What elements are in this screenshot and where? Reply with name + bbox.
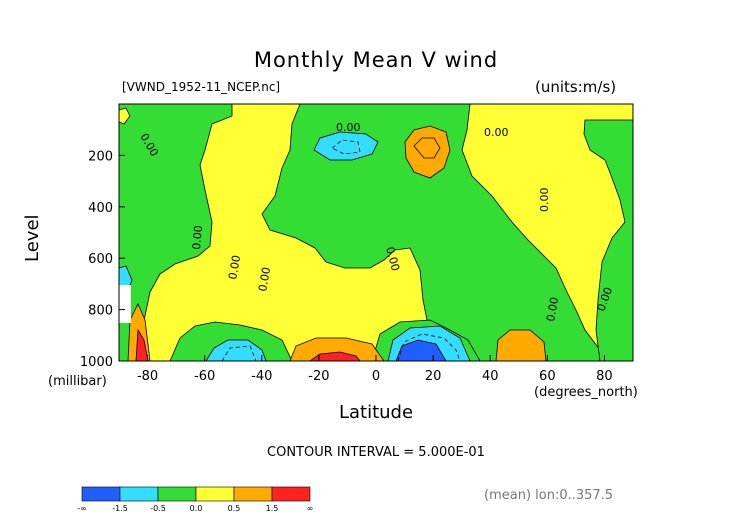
colorbar-label: -0.5 <box>150 504 166 513</box>
x-tick-label: -20 <box>308 369 329 384</box>
file-label: [VWND_1952-11_NCEP.nc] <box>122 80 281 94</box>
field-red-left-edge <box>135 328 149 361</box>
x-axis-ticks: -80 -60 -40 -20 0 20 40 60 80 <box>137 355 613 384</box>
colorbar-swatch <box>81 486 121 502</box>
contour-label: 0.00 <box>226 254 243 280</box>
colorbar-label: 0.5 <box>228 504 241 513</box>
field-cyan-bottom-left <box>205 339 267 361</box>
contour-label: 0.00 <box>484 126 509 139</box>
contour-label: 0.00 <box>544 296 561 322</box>
x-tick-label: 80 <box>596 369 613 384</box>
colorbar-label: -∞ <box>77 504 87 513</box>
colorbar-swatch <box>233 486 273 502</box>
field-orange-bottom-right <box>495 329 547 361</box>
colorbar-label: -1.5 <box>112 504 128 513</box>
y-tick-label: 1000 <box>80 355 113 370</box>
dashed-contour-3 <box>221 345 257 361</box>
units-label: (units:m/s) <box>535 78 617 96</box>
colorbar-label: ∞ <box>307 504 314 513</box>
contour-interval-text: CONTOUR INTERVAL = 5.000E-01 <box>267 445 485 460</box>
colorbar: -∞ -1.5 -0.5 0.0 0.5 1.5 ∞ <box>77 486 314 513</box>
y-axis-ticks: 200 400 600 800 1000 <box>80 149 125 370</box>
dashed-contour-1 <box>331 139 361 155</box>
field-red-bottom-mid <box>309 351 361 361</box>
missing-data-mask <box>119 285 131 323</box>
y-tick-label: 400 <box>88 201 113 216</box>
y-axis-unit: (millibar) <box>48 374 107 389</box>
colorbar-label: 1.5 <box>266 504 279 513</box>
footer-mean-text: (mean) lon:0..357.5 <box>484 488 614 503</box>
x-axis-label: Latitude <box>338 402 414 423</box>
y-tick-label: 800 <box>88 304 113 319</box>
x-tick-label: 20 <box>425 369 442 384</box>
contour-label: 0.00 <box>383 245 402 272</box>
field-yellow-pocket-top <box>119 107 131 125</box>
contour-labels: 0.00 0.00 0.00 0.00 0.00 0.00 0.00 0.00 … <box>137 121 615 323</box>
colorbar-swatch <box>119 486 159 502</box>
x-tick-label: -40 <box>251 369 272 384</box>
dashed-contour-2 <box>397 333 461 361</box>
x-axis-unit: (degrees_north) <box>534 385 638 400</box>
field-cyan-top <box>313 131 379 161</box>
x-tick-label: 40 <box>482 369 499 384</box>
colorbar-label: 0.0 <box>190 504 203 513</box>
colorbar-swatch <box>157 486 197 502</box>
x-tick-label: -60 <box>194 369 215 384</box>
contour-label: 0.00 <box>190 225 205 251</box>
field-orange-inner-top <box>413 137 441 159</box>
contour-field <box>119 104 633 361</box>
y-tick-label: 200 <box>88 149 113 164</box>
contour-label: 0.00 <box>336 121 361 134</box>
field-orange-bottom-mid <box>289 337 385 361</box>
y-tick-label: 600 <box>88 252 113 267</box>
colorbar-swatch <box>195 486 235 502</box>
x-tick-label: -80 <box>137 369 158 384</box>
x-tick-label: 60 <box>539 369 556 384</box>
colorbar-swatch <box>271 486 311 502</box>
contour-label: 0.00 <box>256 266 273 292</box>
field-green-center <box>261 104 611 361</box>
chart-title: Monthly Mean V wind <box>253 48 499 72</box>
field-green-right <box>583 119 633 361</box>
contour-label: 0.00 <box>538 188 551 213</box>
x-tick-label: 0 <box>372 369 380 384</box>
